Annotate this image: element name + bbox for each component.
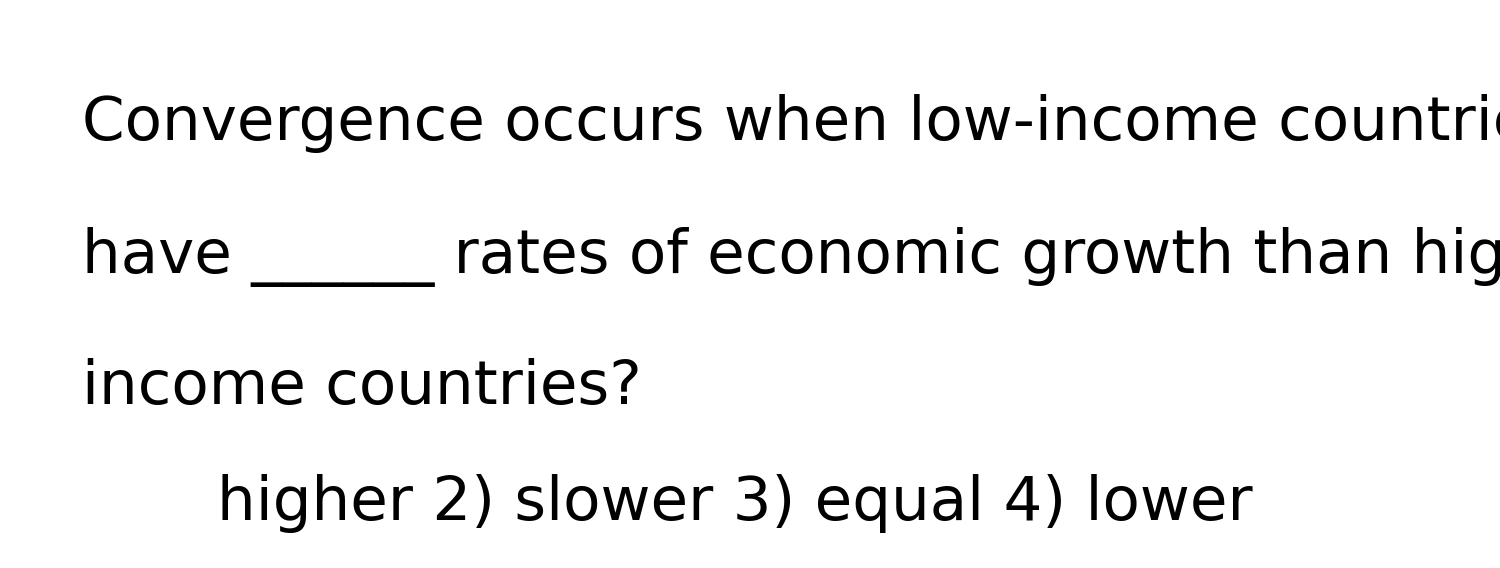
Text: have ______ rates of economic growth than high-: have ______ rates of economic growth tha… xyxy=(82,227,1500,287)
Text: income countries?: income countries? xyxy=(82,358,642,417)
Text: higher 2) slower 3) equal 4) lower: higher 2) slower 3) equal 4) lower xyxy=(217,474,1252,533)
Text: Convergence occurs when low-income countries: Convergence occurs when low-income count… xyxy=(82,94,1500,153)
